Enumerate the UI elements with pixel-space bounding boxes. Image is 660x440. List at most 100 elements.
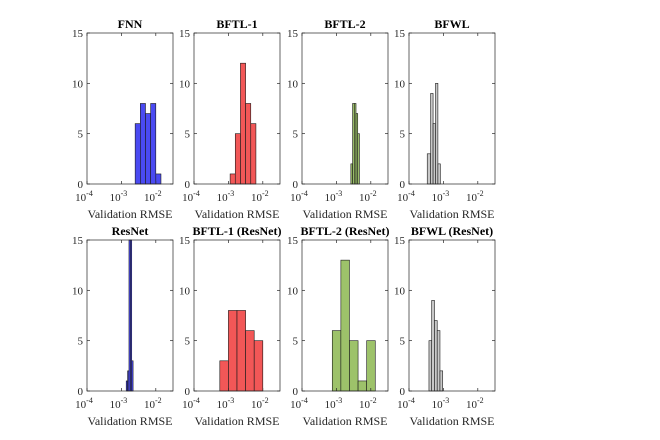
histogram-bar [437,163,441,185]
x-tick-label: 10-2 [251,189,269,204]
histogram-bar [140,103,146,185]
panel-title: BFWL (ResNet) [411,224,493,238]
x-tick-exponent: -3 [121,189,128,198]
x-tick-exponent: -4 [301,396,308,405]
axes-box [301,32,389,185]
histogram-bar [357,133,360,185]
histogram-bar [331,330,342,392]
axes-box [408,239,496,392]
panel-title: BFTL-1 [216,17,257,31]
x-tick-label: 10-2 [466,396,484,411]
x-tick-label: 10-4 [182,189,200,204]
x-tick-base: 10 [144,192,156,204]
histogram-bar [134,123,141,185]
x-tick-label: 10-3 [217,189,235,204]
x-tick-label: 10-4 [290,189,308,204]
axes-box [193,239,281,392]
x-tick-base: 10 [75,192,87,204]
y-tick-label: 0 [78,386,84,398]
y-tick-label: 0 [78,179,84,191]
y-tick-label: 0 [185,386,191,398]
y-tick-label: 15 [394,235,406,247]
x-tick-exponent: -3 [443,189,450,198]
x-axis-label: Validation RMSE [302,207,387,221]
x-tick-exponent: -4 [86,189,93,198]
x-tick-base: 10 [359,399,371,411]
histogram-bar [357,380,367,392]
x-tick-base: 10 [432,399,444,411]
x-tick-exponent: -4 [301,189,308,198]
x-tick-exponent: -3 [336,189,343,198]
y-tick-label: 15 [179,235,191,247]
histogram-bar [245,330,255,392]
panel-title: BFWL [434,17,469,31]
y-tick-label: 15 [287,28,299,40]
x-axis-label: Validation RMSE [409,414,494,428]
histogram-bar [228,310,238,392]
x-tick-base: 10 [325,399,337,411]
x-tick-label: 10-2 [144,189,162,204]
x-tick-base: 10 [251,192,263,204]
x-tick-base: 10 [466,192,478,204]
histogram-bar [439,370,444,392]
y-tick-label: 5 [185,336,191,348]
panel-title: BFTL-2 (ResNet) [301,224,390,238]
histogram-bar [234,133,241,185]
y-tick-label: 0 [293,386,299,398]
x-tick-base: 10 [144,399,156,411]
axes-box [301,239,389,392]
y-tick-label: 10 [179,285,191,297]
histogram-bar [430,93,434,185]
x-tick-exponent: -4 [86,396,93,405]
axes-box [86,32,174,185]
x-tick-exponent: -4 [408,396,415,405]
y-tick-label: 0 [400,386,406,398]
x-tick-exponent: -3 [121,396,128,405]
y-tick-label: 15 [287,235,299,247]
y-tick-label: 10 [72,285,84,297]
histogram-bar [145,113,151,185]
x-tick-exponent: -3 [228,189,235,198]
y-tick-label: 0 [400,179,406,191]
x-tick-base: 10 [110,192,122,204]
histogram-bar [219,360,229,392]
histogram-bar [245,103,252,185]
histogram-bar [150,103,157,185]
x-tick-label: 10-4 [75,189,93,204]
x-tick-label: 10-2 [359,396,377,411]
histogram-bar [349,340,359,392]
x-tick-base: 10 [359,192,371,204]
histogram-bar [229,173,236,185]
x-tick-base: 10 [397,192,409,204]
histogram-bar [253,340,264,392]
histogram-bar [236,310,246,392]
panel-title: FNN [118,17,143,31]
x-tick-label: 10-3 [217,396,235,411]
panel-title: BFTL-2 [324,17,365,31]
x-tick-label: 10-2 [466,189,484,204]
histogram-bar [431,300,435,392]
x-tick-exponent: -2 [370,396,377,405]
x-tick-base: 10 [110,399,122,411]
panel-title: BFTL-1 (ResNet) [193,224,282,238]
x-tick-base: 10 [182,192,194,204]
x-tick-base: 10 [325,192,337,204]
y-tick-label: 10 [287,78,299,90]
histogram-bar [434,320,438,392]
x-tick-exponent: -4 [408,189,415,198]
histogram-bar [155,173,162,185]
x-tick-exponent: -3 [443,396,450,405]
x-tick-base: 10 [182,399,194,411]
y-tick-label: 5 [400,336,406,348]
y-tick-label: 15 [72,235,84,247]
x-tick-label: 10-4 [397,189,415,204]
x-tick-base: 10 [217,192,229,204]
x-tick-exponent: -4 [193,189,200,198]
x-tick-base: 10 [290,192,302,204]
y-tick-label: 15 [394,28,406,40]
y-tick-label: 5 [78,336,84,348]
